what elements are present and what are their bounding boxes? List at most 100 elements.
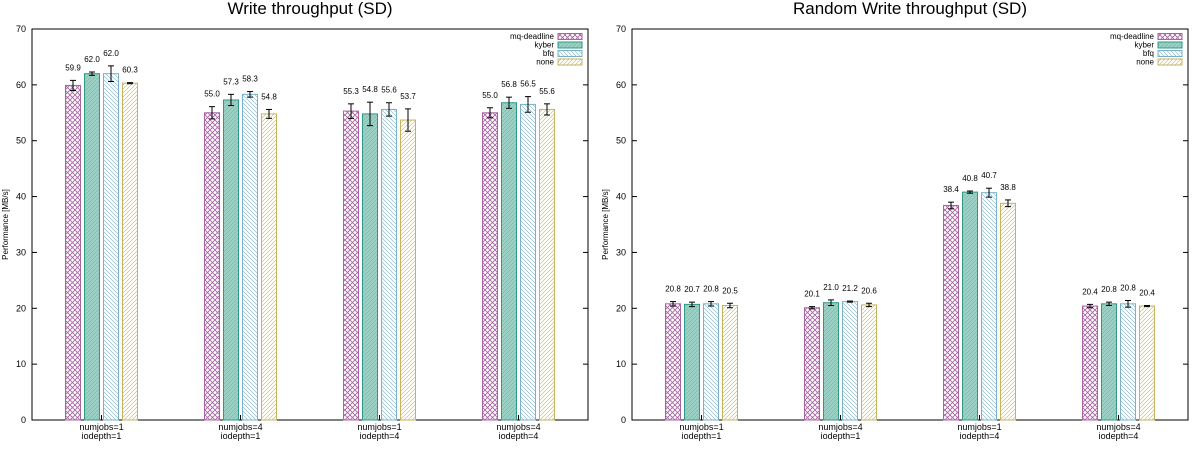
- bar-kyber: [223, 99, 239, 421]
- value-label: 20.1: [804, 290, 820, 299]
- y-tick-label: 20: [616, 303, 626, 313]
- value-label: 20.8: [665, 285, 681, 294]
- value-label: 20.8: [703, 285, 719, 294]
- legend-label-bfq: bfq: [1143, 49, 1154, 58]
- bar-mq-deadline: [482, 112, 498, 421]
- legend-swatch-kyber: [1157, 41, 1183, 49]
- legend-label-none: none: [536, 58, 554, 67]
- value-label: 56.8: [501, 80, 517, 89]
- y-axis-label: Performance [MB/s]: [1, 189, 10, 260]
- value-label: 55.0: [204, 90, 220, 99]
- chart-title: Write throughput (SD): [227, 0, 392, 18]
- x-category-label: numjobs=1: [357, 422, 401, 432]
- y-tick-label: 40: [616, 192, 626, 202]
- value-label: 20.4: [1082, 287, 1098, 296]
- value-label: 21.0: [823, 283, 839, 292]
- legend-label-mq-deadline: mq-deadline: [1110, 32, 1155, 41]
- bar-mq-deadline: [1082, 305, 1098, 421]
- value-label: 62.0: [103, 49, 119, 58]
- x-category-label: iodepth=4: [960, 431, 1000, 441]
- bar-none: [261, 113, 277, 421]
- bar-mq-deadline: [804, 307, 820, 421]
- value-label: 20.7: [684, 285, 700, 294]
- bar-mq-deadline: [204, 112, 220, 421]
- value-label: 53.7: [400, 92, 416, 101]
- write-throughput-svg: Write throughput (SD) Performance [MB/s] 0…: [1, 0, 589, 441]
- x-category-label: iodepth=1: [682, 431, 722, 441]
- value-label: 58.3: [242, 75, 258, 84]
- value-label: 55.0: [482, 91, 498, 100]
- value-label: 56.5: [520, 80, 536, 89]
- x-category-label: iodepth=4: [499, 431, 539, 441]
- value-label: 54.8: [261, 92, 277, 101]
- y-tick-label: 60: [16, 80, 26, 90]
- value-label: 60.3: [122, 66, 138, 75]
- legend-swatch-kyber: [557, 41, 583, 49]
- bar-kyber: [962, 191, 978, 421]
- x-category-label: iodepth=1: [221, 431, 261, 441]
- bar-none: [400, 119, 416, 421]
- x-category-label: iodepth=1: [821, 431, 861, 441]
- bar-kyber: [823, 302, 839, 421]
- plot-frame: [31, 28, 589, 421]
- bar-none: [1139, 305, 1155, 421]
- legend-swatch-bfq: [557, 50, 583, 57]
- value-label: 38.8: [1000, 183, 1016, 192]
- bar-kyber: [84, 73, 100, 421]
- bar-bfq: [1120, 303, 1136, 421]
- y-tick-label: 10: [616, 359, 626, 369]
- legend-swatch-mq-deadline: [557, 33, 583, 40]
- x-category-label: numjobs=1: [79, 422, 123, 432]
- y-tick-label: 40: [16, 192, 26, 202]
- bar-none: [722, 304, 738, 421]
- x-category-label: numjobs=4: [1096, 422, 1140, 432]
- value-label: 54.8: [362, 85, 378, 94]
- value-label: 55.6: [381, 86, 397, 95]
- bar-bfq: [842, 301, 858, 421]
- value-label: 55.6: [539, 87, 555, 96]
- legend-label-kyber: kyber: [534, 41, 554, 50]
- legend-label-bfq: bfq: [543, 49, 554, 58]
- bar-bfq: [381, 108, 397, 421]
- chart-title: Random Write throughput (SD): [793, 0, 1027, 18]
- value-label: 38.4: [943, 185, 959, 194]
- value-label: 62.0: [84, 55, 100, 64]
- x-category-label: numjobs=4: [218, 422, 262, 432]
- x-category-label: numjobs=1: [679, 422, 723, 432]
- value-label: 20.4: [1139, 288, 1155, 297]
- bar-mq-deadline: [943, 205, 959, 421]
- random-write-throughput-chart: Random Write throughput (SD) Performance …: [600, 0, 1200, 450]
- y-tick-label: 60: [616, 80, 626, 90]
- bar-none: [1000, 202, 1016, 421]
- legend-swatch-mq-deadline: [1157, 33, 1183, 40]
- legend-label-kyber: kyber: [1134, 41, 1154, 50]
- y-tick-label: 70: [16, 24, 26, 34]
- bar-kyber: [684, 303, 700, 421]
- bar-none: [539, 108, 555, 421]
- bar-none: [861, 304, 877, 421]
- bar-kyber: [1101, 303, 1117, 421]
- bar-bfq: [242, 93, 258, 421]
- legend-label-mq-deadline: mq-deadline: [510, 32, 555, 41]
- bar-bfq: [520, 103, 536, 421]
- x-category-label: numjobs=4: [818, 422, 862, 432]
- y-tick-label: 0: [21, 415, 26, 425]
- value-label: 20.8: [1101, 285, 1117, 294]
- value-label: 20.8: [1120, 283, 1136, 292]
- x-category-label: iodepth=4: [360, 431, 400, 441]
- y-tick-label: 50: [16, 136, 26, 146]
- value-label: 40.8: [962, 174, 978, 183]
- bar-none: [122, 82, 138, 421]
- y-tick-label: 0: [621, 415, 626, 425]
- x-category-label: iodepth=4: [1099, 431, 1139, 441]
- y-tick-label: 70: [616, 24, 626, 34]
- y-tick-label: 50: [616, 136, 626, 146]
- bar-kyber: [362, 113, 378, 421]
- legend-swatch-none: [557, 58, 583, 66]
- bar-mq-deadline: [65, 84, 81, 421]
- value-label: 55.3: [343, 87, 359, 96]
- bar-mq-deadline: [343, 110, 359, 421]
- bar-mq-deadline: [665, 303, 681, 421]
- write-throughput-chart: Write throughput (SD) Performance [MB/s] 0…: [0, 0, 600, 450]
- value-label: 59.9: [65, 63, 81, 72]
